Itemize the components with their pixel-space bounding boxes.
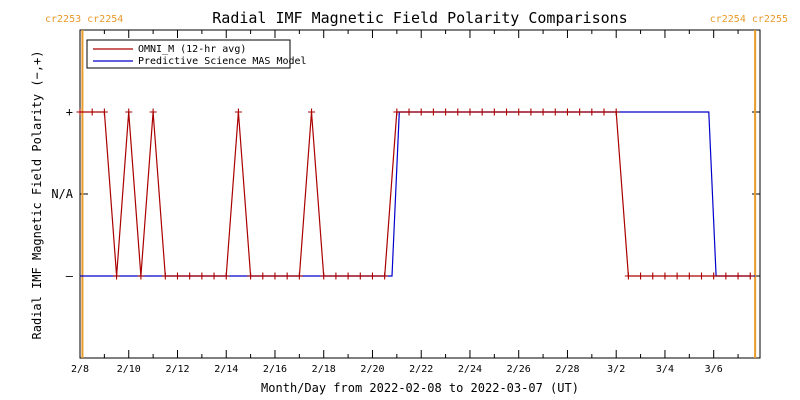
data-point <box>173 272 181 280</box>
x-tick-label: 2/8 <box>71 364 89 375</box>
data-point <box>356 272 364 280</box>
data-point <box>308 108 316 116</box>
data-point <box>344 272 352 280</box>
data-point <box>649 272 657 280</box>
legend-label-omni: OMNI_M (12-hr avg) <box>138 44 246 55</box>
data-point <box>88 108 96 116</box>
x-tick-label: 2/10 <box>117 364 141 375</box>
x-tick-label: 3/6 <box>705 364 723 375</box>
data-point <box>393 108 401 116</box>
data-point <box>490 108 498 116</box>
data-point <box>527 108 535 116</box>
x-tick-label: 2/16 <box>263 364 287 375</box>
y-tick-label: N/A <box>51 187 73 201</box>
data-point <box>588 108 596 116</box>
y-axis-label: Radial IMF Magnetic Field Polarity (−,+) <box>30 51 44 340</box>
data-point <box>332 272 340 280</box>
series-line <box>80 111 756 277</box>
data-point <box>576 108 584 116</box>
legend: OMNI_M (12-hr avg) Predictive Science MA… <box>86 39 307 69</box>
data-point <box>320 272 328 280</box>
data-point <box>722 272 730 280</box>
data-point <box>454 108 462 116</box>
data-point <box>734 272 742 280</box>
data-point <box>198 272 206 280</box>
data-point <box>137 272 145 280</box>
data-point <box>161 272 169 280</box>
data-point <box>234 108 242 116</box>
data-point <box>76 108 84 116</box>
x-axis-label: Month/Day from 2022-02-08 to 2022-03-07 … <box>261 381 579 395</box>
series-group <box>76 108 756 280</box>
legend-label-mas: Predictive Science MAS Model <box>138 56 307 67</box>
x-tick-label: 2/22 <box>409 364 433 375</box>
data-point <box>442 108 450 116</box>
data-point <box>466 108 474 116</box>
x-tick-label: 2/18 <box>312 364 336 375</box>
x-tick-label: 2/24 <box>458 364 482 375</box>
data-point <box>247 272 255 280</box>
x-tick-label: 2/20 <box>360 364 384 375</box>
data-point <box>222 272 230 280</box>
data-point <box>710 272 718 280</box>
data-point <box>113 272 121 280</box>
axis-ticks: 2/8 2/10 2/12 2/14 2/16 2/18 2/20 2/22 2/24 2/26 2… <box>51 30 760 375</box>
data-point <box>698 272 706 280</box>
data-point <box>746 272 754 280</box>
data-point <box>503 108 511 116</box>
data-point <box>368 272 376 280</box>
x-tick-label: 2/12 <box>165 364 189 375</box>
y-tick-label: + <box>66 105 73 119</box>
data-point <box>100 108 108 116</box>
data-point <box>478 108 486 116</box>
x-tick-label: 2/14 <box>214 364 238 375</box>
carrington-label-left: cr2253 cr2254 <box>45 14 123 25</box>
data-point <box>417 108 425 116</box>
plot-area <box>79 29 761 359</box>
data-point <box>612 108 620 116</box>
data-point <box>661 272 669 280</box>
legend-box <box>86 39 291 69</box>
data-point <box>381 272 389 280</box>
data-point <box>125 108 133 116</box>
data-point <box>637 272 645 280</box>
data-point <box>210 272 218 280</box>
data-point <box>295 272 303 280</box>
y-tick-label: – <box>66 269 74 283</box>
data-point <box>429 108 437 116</box>
x-tick-label: 2/28 <box>555 364 579 375</box>
data-point <box>673 272 681 280</box>
data-point <box>551 108 559 116</box>
data-point <box>149 108 157 116</box>
x-tick-label: 3/2 <box>607 364 625 375</box>
data-point <box>259 272 267 280</box>
data-point <box>405 108 413 116</box>
data-point <box>515 108 523 116</box>
data-point <box>685 272 693 280</box>
carrington-markers <box>81 30 757 358</box>
carrington-label-right: cr2254 cr2255 <box>710 14 788 25</box>
x-tick-label: 3/4 <box>656 364 674 375</box>
data-point <box>600 108 608 116</box>
data-point <box>624 272 632 280</box>
chart-title: Radial IMF Magnetic Field Polarity Compa… <box>212 9 627 27</box>
data-point <box>186 272 194 280</box>
data-point <box>283 272 291 280</box>
data-point <box>563 108 571 116</box>
data-point <box>271 272 279 280</box>
data-point <box>539 108 547 116</box>
series-line <box>80 111 751 277</box>
x-tick-label: 2/26 <box>507 364 531 375</box>
